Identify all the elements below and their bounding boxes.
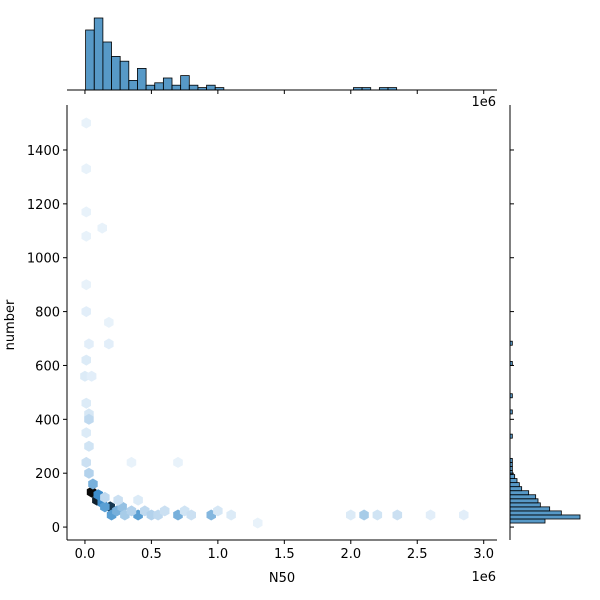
y-hist-bar bbox=[509, 486, 523, 492]
y-hist-bar bbox=[509, 518, 546, 524]
hexbin-cell bbox=[186, 509, 196, 521]
y-tick-label: 800 bbox=[35, 306, 60, 321]
hexbin-cell bbox=[84, 440, 94, 452]
hexbin-cell bbox=[253, 517, 263, 529]
x-axis-label: N50 bbox=[269, 571, 295, 586]
hexbin-cell bbox=[372, 509, 383, 521]
x-hist-bar bbox=[188, 84, 199, 91]
hexbin-cell bbox=[392, 509, 403, 521]
x-hist-bar bbox=[145, 84, 156, 91]
hexbin-cell bbox=[88, 478, 98, 490]
x-tick-label: 1.0 bbox=[208, 547, 229, 562]
y-tick-label: 1000 bbox=[27, 252, 60, 267]
hexbin-cell bbox=[100, 491, 110, 503]
y-hist-bar bbox=[509, 478, 518, 484]
x-hist-bar bbox=[206, 84, 216, 91]
y-hist-bar bbox=[509, 498, 539, 504]
y-hist-bar bbox=[509, 490, 530, 496]
offset-text: 1e6 bbox=[471, 570, 496, 585]
hexbin-cell bbox=[81, 163, 91, 175]
hexbin-cell bbox=[81, 354, 91, 366]
x-hist-bar bbox=[128, 80, 138, 91]
hexbin-cell bbox=[81, 306, 91, 318]
y-hist-bar bbox=[509, 502, 541, 508]
hexbin-cell bbox=[100, 501, 110, 513]
hexbin-cell bbox=[425, 509, 436, 521]
y-tick-label: 400 bbox=[35, 413, 60, 428]
x-hist-bar bbox=[171, 84, 182, 91]
x-tick-label: 0.5 bbox=[141, 547, 162, 562]
hexbin-cell bbox=[113, 494, 123, 506]
x-hist-bar bbox=[162, 77, 173, 91]
x-tick-label: 3.0 bbox=[473, 547, 494, 562]
hexbin-cell bbox=[173, 456, 183, 468]
x-hist-bar bbox=[102, 41, 112, 91]
x-hist-bar bbox=[180, 75, 190, 91]
y-hist-bar bbox=[509, 474, 516, 479]
y-hist-bar bbox=[509, 482, 520, 488]
y-hist-bar bbox=[509, 514, 581, 520]
hexbin-cell bbox=[81, 206, 91, 218]
x-tick-label: 0.0 bbox=[75, 547, 96, 562]
hexbin-cell bbox=[81, 397, 91, 409]
hexbin-cell bbox=[84, 467, 94, 479]
hexbin-cell bbox=[359, 509, 369, 521]
y-hist-bar bbox=[509, 506, 551, 512]
hexbin-cell bbox=[104, 316, 114, 328]
hexbin-cell bbox=[213, 505, 223, 517]
hexbin-cell bbox=[81, 117, 91, 129]
hexbin-cell bbox=[81, 456, 91, 468]
hexbin-cell bbox=[104, 338, 114, 350]
x-hist-bar bbox=[137, 68, 147, 91]
hexbin-cell bbox=[84, 413, 94, 425]
hexbin-cell bbox=[126, 505, 137, 517]
hexbin-cell bbox=[126, 456, 137, 468]
offset-text: 1e6 bbox=[471, 95, 496, 110]
x-tick-label: 2.5 bbox=[407, 547, 428, 562]
hexbin-cell bbox=[97, 222, 107, 234]
y-tick-label: 1400 bbox=[27, 144, 60, 159]
hexbin-cell bbox=[133, 494, 143, 506]
y-tick-label: 200 bbox=[35, 467, 60, 482]
x-hist-bar bbox=[85, 29, 95, 91]
x-hist-bar bbox=[93, 17, 104, 91]
hexbin-cell bbox=[459, 509, 469, 521]
x-tick-label: 1.5 bbox=[274, 547, 295, 562]
hexbin-cell bbox=[81, 427, 91, 439]
x-hist-bar bbox=[154, 82, 164, 91]
hexbin-cell bbox=[86, 370, 97, 382]
x-tick-label: 2.0 bbox=[340, 547, 361, 562]
y-hist-bar bbox=[509, 510, 562, 516]
y-hist-bar bbox=[509, 494, 537, 500]
hexbin-cell bbox=[81, 279, 91, 291]
hexbin-cell bbox=[226, 509, 236, 521]
y-axis-label: number bbox=[3, 299, 18, 350]
x-hist-bar bbox=[111, 56, 121, 91]
y-tick-label: 600 bbox=[35, 359, 60, 374]
x-hist-bar bbox=[119, 60, 130, 91]
hexbin-cell bbox=[84, 338, 94, 350]
y-tick-label: 0 bbox=[52, 521, 60, 536]
hexbin-cell bbox=[81, 230, 91, 242]
hexbin-cell bbox=[159, 505, 170, 517]
y-tick-label: 1200 bbox=[27, 198, 60, 213]
hexbin-cell bbox=[346, 509, 356, 521]
